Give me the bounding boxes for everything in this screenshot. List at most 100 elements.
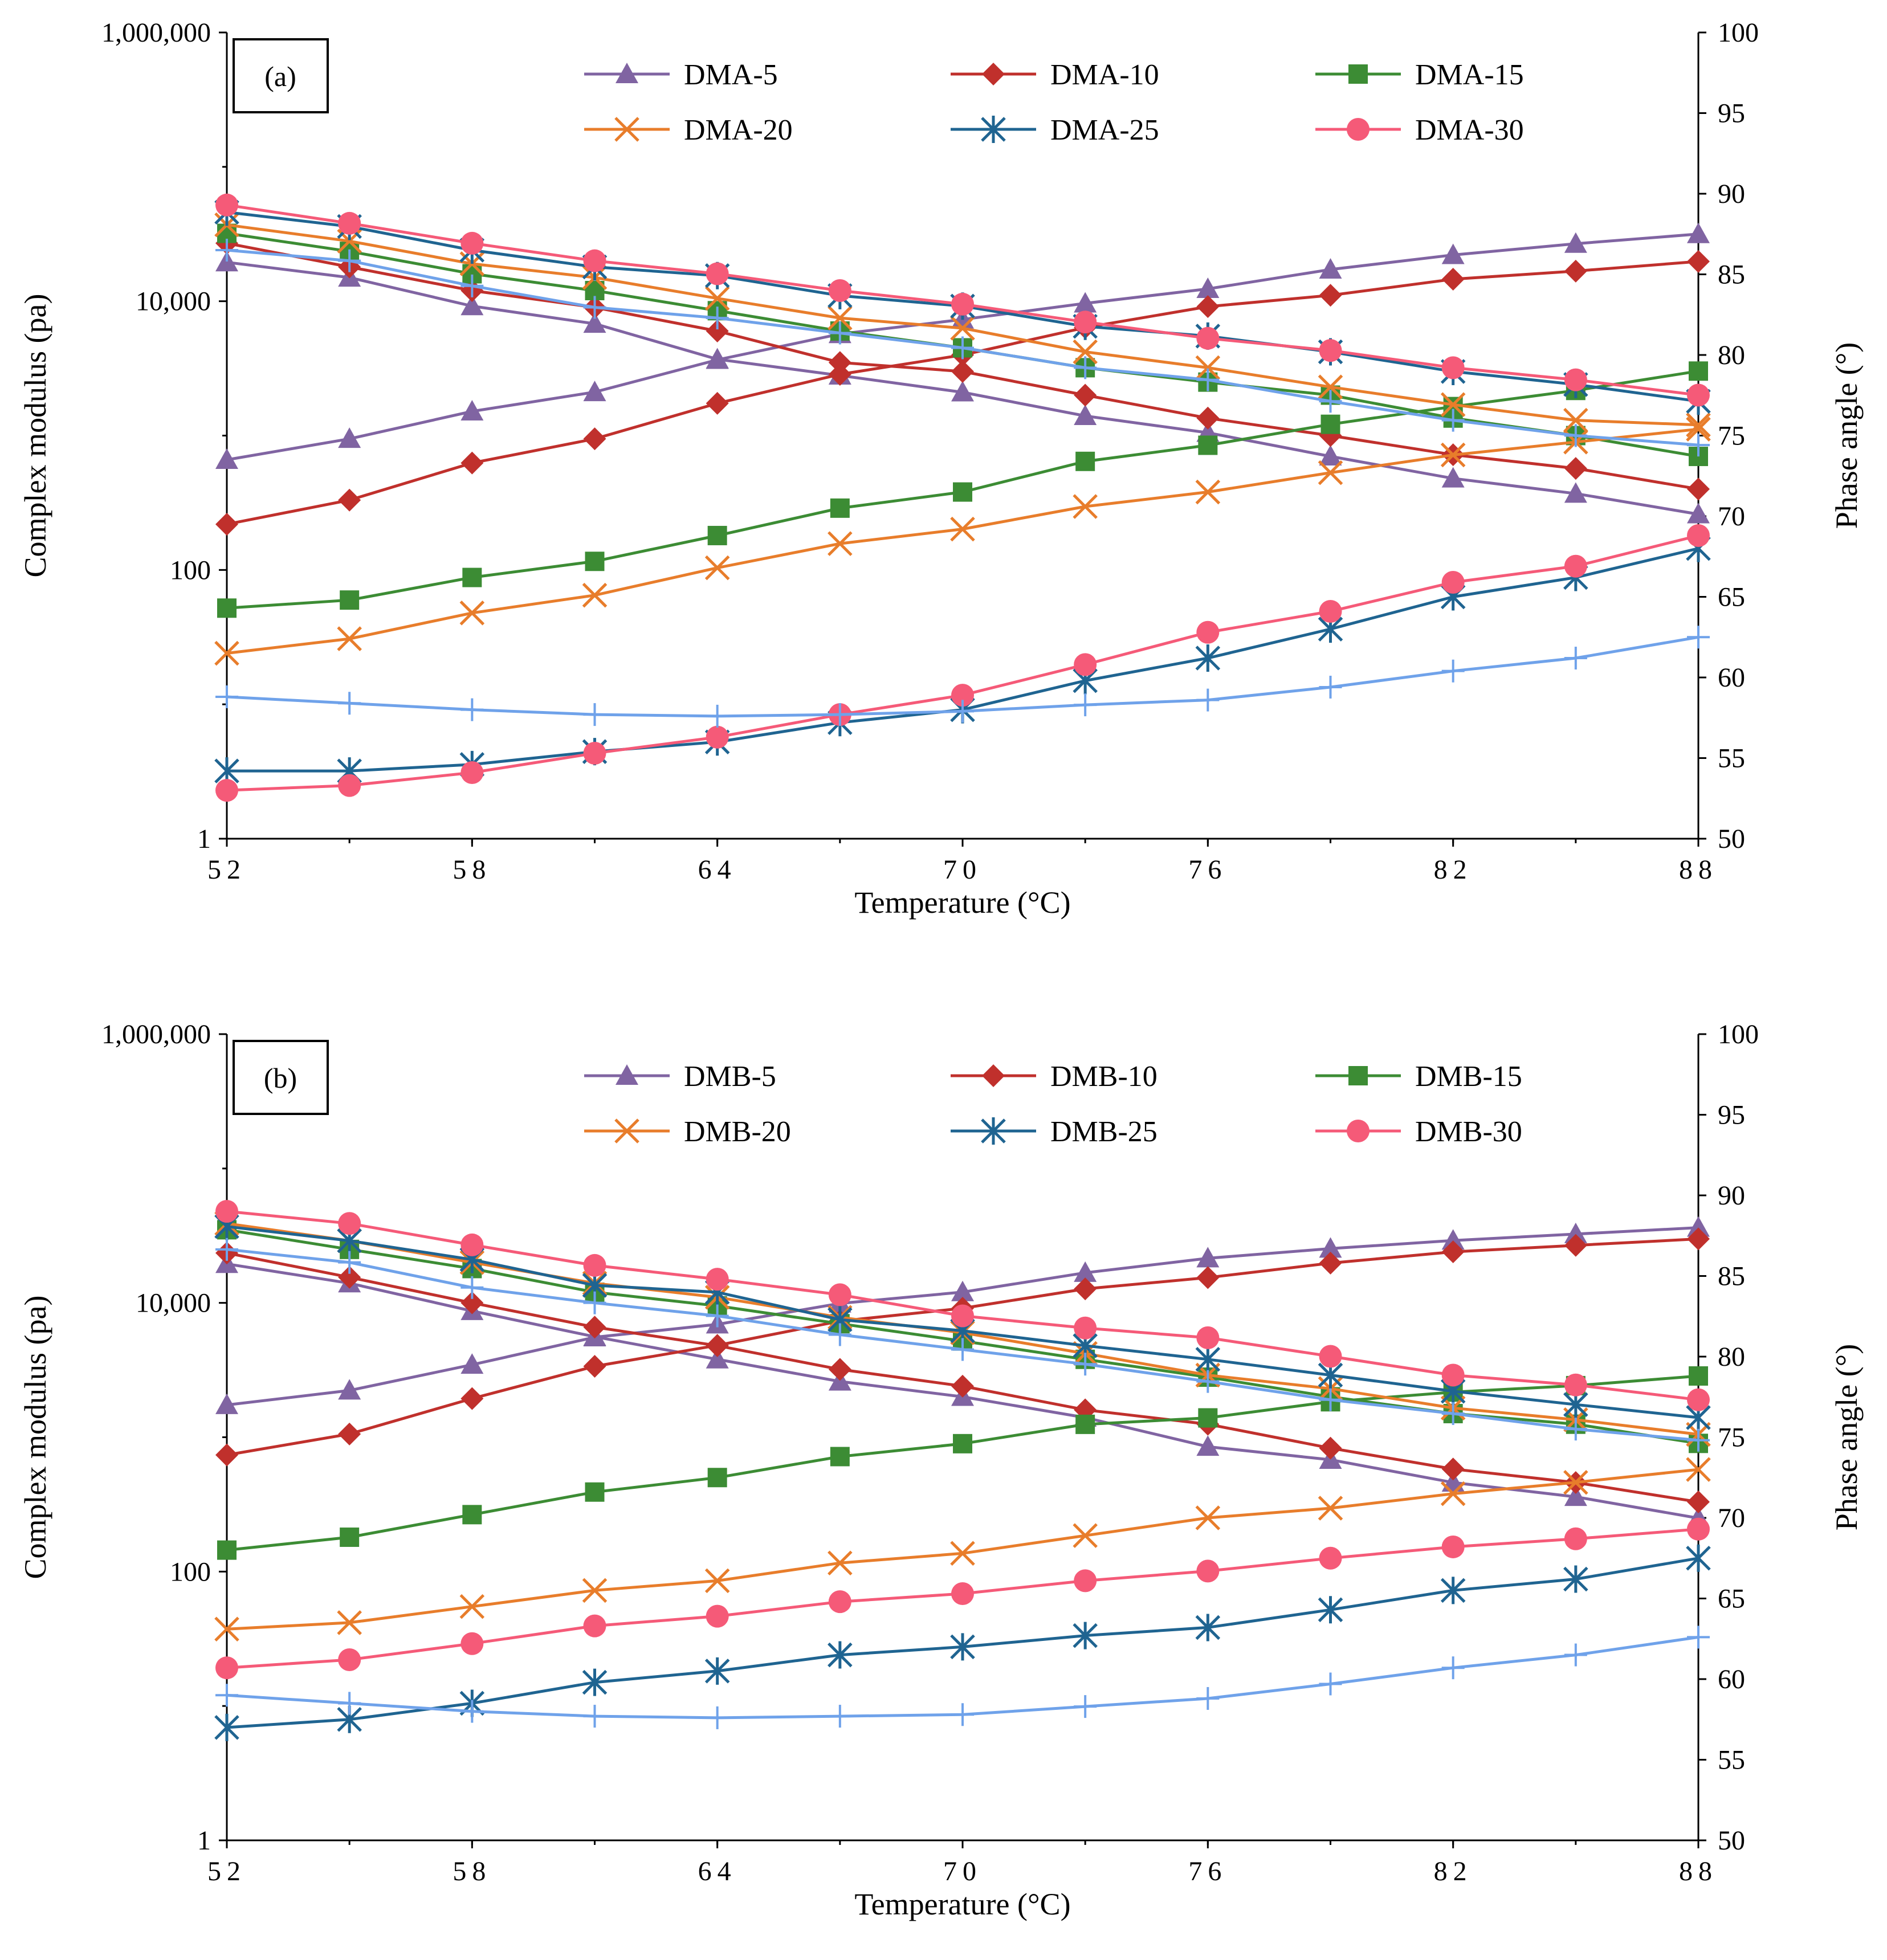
marker-stroke <box>582 582 608 608</box>
marker-stroke <box>1318 1496 1343 1521</box>
marker-stroke <box>1686 1457 1711 1482</box>
data-point-phase <box>950 1633 975 1661</box>
data-point-phase <box>1563 1565 1588 1593</box>
data-point-phase <box>1321 414 1340 434</box>
data-point-phase <box>215 1684 238 1707</box>
data-point-phase <box>460 698 484 721</box>
legend-item: DMB-10 <box>951 1060 1158 1093</box>
legend-label: DMB-20 <box>684 1116 791 1148</box>
data-point-modulus <box>1441 356 1465 379</box>
data-point-phase <box>1687 626 1710 649</box>
data-point-modulus <box>583 1253 606 1277</box>
data-point-phase <box>706 704 729 728</box>
data-point-modulus <box>706 307 729 330</box>
data-point-phase <box>1564 259 1587 283</box>
data-point-phase <box>583 703 606 726</box>
data-point-phase <box>217 598 237 618</box>
data-point-modulus <box>951 292 974 316</box>
x-tick-label: 82 <box>1434 855 1473 885</box>
data-point-modulus <box>1564 1418 1587 1441</box>
data-point-modulus <box>1687 1428 1710 1452</box>
data-point-phase <box>1319 1251 1342 1275</box>
data-point-modulus <box>828 351 851 374</box>
data-point-phase <box>951 1703 974 1726</box>
y-right-tick-label: 50 <box>1718 824 1745 854</box>
legend: DMB-5 DMB-10 DMB-15 DMB-20 DMB-25 DMB-30 <box>584 1060 1522 1148</box>
data-point-phase <box>1319 258 1342 279</box>
marker-stroke <box>1073 339 1098 365</box>
y-right-tick-label: 65 <box>1718 582 1745 612</box>
data-point-phase <box>460 1387 484 1410</box>
y-right-tick-label: 55 <box>1718 744 1745 774</box>
data-point-modulus <box>951 336 974 360</box>
panel-label-text: (b) <box>264 1062 297 1094</box>
data-point-modulus <box>950 316 975 341</box>
data-point-phase <box>583 1614 606 1638</box>
data-point-modulus <box>1563 407 1588 433</box>
x-axis-title: Temperature (°C) <box>854 885 1070 920</box>
data-point-phase <box>1195 1614 1221 1642</box>
data-point-phase <box>704 555 730 581</box>
data-point-phase <box>1687 222 1710 243</box>
y-left-tick-label: 100 <box>170 1557 211 1587</box>
y-axis-left-title: Complex modulus (pa) <box>18 294 52 578</box>
data-point-phase <box>1073 1523 1098 1548</box>
y-right-tick-label: 85 <box>1718 1261 1745 1292</box>
x-tick-label: 82 <box>1434 1856 1473 1886</box>
data-point-phase <box>1441 267 1465 291</box>
data-point-modulus <box>704 285 730 311</box>
y-axis-right-title: Phase angle (°) <box>1829 342 1864 529</box>
data-point-modulus <box>1196 406 1220 430</box>
data-point-phase <box>215 513 238 536</box>
y-right-tick-label: 60 <box>1718 1664 1745 1694</box>
data-point-modulus <box>951 1374 974 1398</box>
data-point-phase <box>830 498 850 518</box>
data-point-modulus <box>706 1304 729 1328</box>
x-tick-label: 76 <box>1188 855 1227 885</box>
marker-stroke <box>1686 416 1711 442</box>
data-point-phase <box>462 1505 482 1525</box>
data-point-modulus <box>1564 482 1587 503</box>
data-point-modulus <box>215 1200 238 1223</box>
y-left-tick-label: 10,000 <box>136 1288 211 1318</box>
data-point-phase <box>706 391 729 415</box>
y-axis-left-title: Complex modulus (pa) <box>18 1296 52 1579</box>
legend-label: DMA-15 <box>1415 59 1524 91</box>
data-point-modulus <box>1196 326 1220 350</box>
data-point-phase <box>215 448 238 469</box>
data-point-phase <box>583 1354 606 1378</box>
data-point-phase <box>583 1705 606 1728</box>
data-point-modulus <box>1196 1326 1220 1349</box>
data-point-modulus <box>215 193 238 217</box>
data-point-phase <box>1196 1687 1220 1710</box>
data-point-modulus <box>1074 405 1097 426</box>
legend-item: DMB-30 <box>1315 1116 1522 1148</box>
data-point-phase <box>706 725 729 749</box>
legend-swatch-marker <box>1348 64 1368 84</box>
data-point-modulus <box>460 295 484 316</box>
marker-stroke <box>1563 407 1588 433</box>
legend-swatch-marker <box>1348 1066 1368 1085</box>
legend-label: DMA-25 <box>1050 114 1159 146</box>
marker-stroke <box>459 1594 485 1619</box>
data-point-phase <box>459 1594 485 1619</box>
y-left-tick-label: 1 <box>197 824 211 854</box>
data-point-modulus <box>706 262 729 285</box>
data-point-modulus <box>828 305 853 330</box>
legend-label: DMA-10 <box>1050 59 1159 91</box>
data-point-phase <box>1440 442 1466 468</box>
data-point-modulus <box>583 312 606 333</box>
series-unlabeled <box>215 1238 1710 1729</box>
data-point-modulus <box>1441 1402 1465 1425</box>
marker-stroke <box>614 117 639 142</box>
marker-stroke <box>1440 442 1466 468</box>
data-point-modulus <box>828 1283 851 1306</box>
data-point-modulus <box>1318 374 1343 399</box>
data-point-phase <box>1195 479 1221 505</box>
y-right-tick-label: 75 <box>1718 1423 1745 1453</box>
y-right-tick-label: 90 <box>1718 179 1745 209</box>
y-left-tick-label: 10,000 <box>136 287 211 317</box>
legend-item: DMB-20 <box>584 1116 791 1148</box>
marker-stroke <box>1318 374 1343 399</box>
series-dmb-30 <box>215 1200 1710 1680</box>
